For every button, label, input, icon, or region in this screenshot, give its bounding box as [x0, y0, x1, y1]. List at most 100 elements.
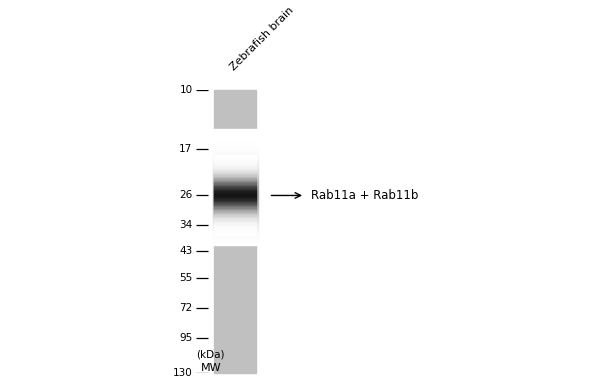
Bar: [214, 193, 256, 194]
Bar: [214, 234, 256, 235]
Text: 95: 95: [179, 333, 193, 343]
Bar: [214, 225, 256, 226]
Bar: [213, 201, 257, 202]
Bar: [213, 139, 257, 141]
Bar: [214, 230, 256, 231]
Bar: [214, 219, 256, 221]
Bar: [214, 218, 256, 219]
Bar: [214, 214, 256, 215]
Bar: [214, 202, 256, 204]
Bar: [214, 162, 256, 163]
Bar: [214, 155, 256, 157]
Bar: [214, 170, 256, 172]
Bar: [213, 216, 257, 218]
Bar: [214, 229, 256, 230]
Bar: [213, 226, 257, 228]
Bar: [213, 197, 257, 199]
Bar: [213, 168, 257, 170]
Bar: [213, 241, 257, 243]
Text: (kDa): (kDa): [197, 349, 225, 359]
Bar: [214, 196, 256, 197]
Bar: [213, 239, 257, 241]
Bar: [214, 215, 256, 217]
Bar: [214, 177, 256, 178]
Bar: [214, 167, 256, 169]
Bar: [213, 218, 257, 220]
Bar: [214, 174, 256, 175]
Text: 10: 10: [179, 85, 193, 95]
Bar: [213, 235, 257, 237]
Bar: [214, 183, 256, 185]
Bar: [213, 176, 257, 178]
Text: 130: 130: [173, 368, 193, 378]
Bar: [213, 147, 257, 149]
Bar: [214, 186, 256, 188]
Bar: [214, 185, 256, 186]
Bar: [214, 198, 256, 199]
Bar: [213, 230, 257, 231]
Bar: [214, 160, 256, 161]
Bar: [213, 243, 257, 245]
Bar: [213, 131, 257, 133]
Bar: [214, 205, 256, 206]
Bar: [214, 157, 256, 158]
Bar: [213, 141, 257, 143]
Bar: [213, 174, 257, 176]
Bar: [214, 163, 256, 165]
Bar: [214, 222, 256, 223]
Bar: [214, 201, 256, 202]
Bar: [213, 212, 257, 214]
Text: 26: 26: [179, 191, 193, 201]
Text: 43: 43: [179, 246, 193, 256]
Bar: [213, 183, 257, 185]
Bar: [214, 207, 256, 209]
Bar: [214, 206, 256, 207]
Bar: [213, 180, 257, 181]
Text: 55: 55: [179, 273, 193, 283]
Bar: [214, 181, 256, 182]
Bar: [213, 129, 257, 131]
Bar: [213, 162, 257, 164]
Bar: [214, 223, 256, 225]
Bar: [213, 199, 257, 201]
Bar: [213, 187, 257, 189]
Bar: [213, 228, 257, 230]
Text: 17: 17: [179, 144, 193, 154]
Bar: [213, 209, 257, 210]
Bar: [213, 172, 257, 174]
Bar: [213, 152, 257, 154]
Bar: [214, 210, 256, 212]
Bar: [214, 197, 256, 198]
Bar: [214, 165, 256, 166]
Text: 72: 72: [179, 303, 193, 313]
Bar: [214, 213, 256, 214]
Bar: [213, 170, 257, 172]
Bar: [214, 199, 256, 201]
Text: Zebrafish brain: Zebrafish brain: [228, 5, 295, 72]
Bar: [213, 154, 257, 156]
Bar: [214, 161, 256, 162]
Bar: [214, 175, 256, 177]
Bar: [214, 191, 256, 193]
Bar: [213, 145, 257, 147]
Text: MW: MW: [200, 363, 221, 373]
Bar: [213, 224, 257, 226]
Bar: [214, 182, 256, 183]
Bar: [214, 217, 256, 218]
Bar: [214, 194, 256, 196]
Bar: [213, 189, 257, 191]
Bar: [213, 185, 257, 187]
Bar: [213, 222, 257, 224]
Bar: [213, 204, 257, 206]
Bar: [213, 156, 257, 159]
Bar: [213, 220, 257, 222]
Bar: [213, 210, 257, 212]
Bar: [213, 151, 257, 152]
Bar: [214, 166, 256, 167]
Bar: [213, 133, 257, 135]
Bar: [214, 180, 256, 181]
Bar: [213, 178, 257, 180]
Bar: [214, 209, 256, 210]
Bar: [214, 189, 256, 190]
Bar: [213, 202, 257, 204]
